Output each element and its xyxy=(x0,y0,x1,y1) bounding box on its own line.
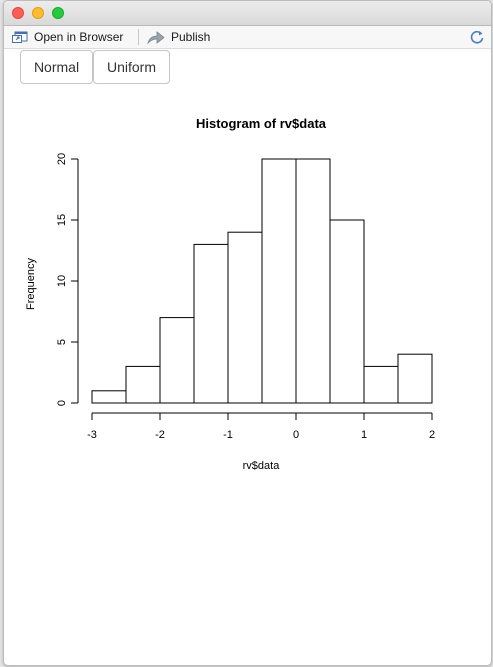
publish-label: Publish xyxy=(171,30,211,44)
histogram-bar xyxy=(193,243,229,404)
app-window: Open in Browser Publish Normal Uniform H… xyxy=(3,0,492,666)
x-tick-label: -2 xyxy=(155,429,165,441)
uniform-button[interactable]: Uniform xyxy=(93,50,170,84)
viewer-toolbar: Open in Browser Publish xyxy=(4,26,491,49)
x-tick-label: 1 xyxy=(361,429,367,441)
title-bar xyxy=(4,1,491,26)
open-in-browser-icon xyxy=(12,31,28,43)
minimize-window-button[interactable] xyxy=(32,7,44,19)
x-axis: -3 -2 -1 0 1 2 xyxy=(87,412,435,441)
histogram-bar xyxy=(261,158,297,404)
histogram-bar xyxy=(363,365,399,404)
toolbar-separator xyxy=(138,29,139,45)
normal-button[interactable]: Normal xyxy=(20,50,93,84)
histogram-bar xyxy=(295,158,331,404)
histogram-bar xyxy=(329,219,365,404)
histogram-bar xyxy=(159,317,195,404)
y-axis: 0 5 10 15 20 xyxy=(56,153,79,406)
histogram-bar xyxy=(125,365,161,404)
x-tick-label: -1 xyxy=(223,429,233,441)
x-axis-label: rv$data xyxy=(243,460,281,472)
publish-icon xyxy=(147,30,165,44)
close-window-button[interactable] xyxy=(12,7,24,19)
y-tick-label: 0 xyxy=(56,400,68,406)
x-tick-label: 0 xyxy=(293,429,299,441)
y-tick-label: 15 xyxy=(56,214,68,226)
y-tick-label: 10 xyxy=(56,275,68,287)
chart-title: Histogram of rv$data xyxy=(196,116,327,131)
refresh-icon[interactable] xyxy=(469,29,485,45)
histogram-chart: Histogram of rv$data rv$data Frequency -… xyxy=(25,116,435,472)
x-tick-label: 2 xyxy=(429,429,435,441)
zoom-window-button[interactable] xyxy=(52,7,64,19)
y-axis-label: Frequency xyxy=(25,258,37,310)
publish-button[interactable]: Publish xyxy=(147,29,210,45)
x-tick-label: -3 xyxy=(87,429,97,441)
y-tick-label: 5 xyxy=(56,339,68,345)
histogram-bar xyxy=(227,231,263,404)
histogram-bar xyxy=(397,353,433,404)
y-tick-label: 20 xyxy=(56,153,68,165)
open-in-browser-button[interactable]: Open in Browser xyxy=(12,29,123,45)
open-in-browser-label: Open in Browser xyxy=(34,30,124,44)
histogram-bar xyxy=(91,390,127,404)
histogram-bars xyxy=(91,158,433,404)
